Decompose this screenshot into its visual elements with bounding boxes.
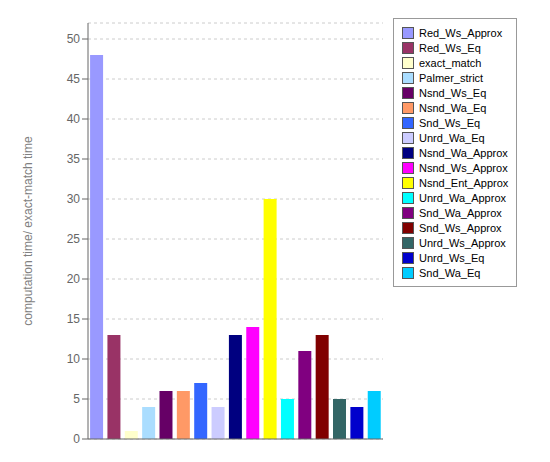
svg-text:25: 25 [67,232,81,246]
html-text:Nsnd_Ws_Eq: Nsnd_Ws_Eq [419,86,487,99]
svg-text:15: 15 [67,312,81,326]
html-text:Nsnd_Ent_Approx: Nsnd_Ent_Approx [419,176,509,189]
html-text:Unrd_Wa_Approx: Unrd_Wa_Approx [419,191,506,204]
svg-text:30: 30 [67,192,81,206]
html-text:Snd_Ws_Eq: Snd_Ws_Eq [419,116,481,129]
html-text:exact_match: exact_match [419,56,482,69]
svg-text:20: 20 [67,272,81,286]
svg-text:35: 35 [67,152,81,166]
html-text:Nsnd_Wa_Eq: Nsnd_Wa_Eq [419,101,487,114]
html-text:Unrd_Wa_Eq: Unrd_Wa_Eq [419,131,485,144]
html-text:Red_Ws_Eq: Red_Ws_Eq [419,41,481,54]
html-text:Snd_Wa_Eq: Snd_Wa_Eq [419,266,481,279]
svg-text:5: 5 [73,392,80,406]
html-text:Nsnd_Wa_Approx: Nsnd_Wa_Approx [419,146,508,159]
svg-text:10: 10 [67,352,81,366]
html-text:Snd_Ws_Approx: Snd_Ws_Approx [419,221,502,234]
html-text:Snd_Wa_Approx: Snd_Wa_Approx [419,206,502,219]
svg-text:40: 40 [67,112,81,126]
svg-text:45: 45 [67,72,81,86]
html-text:Nsnd_Ws_Approx: Nsnd_Ws_Approx [419,161,508,174]
html-text:Unrd_Ws_Eq: Unrd_Ws_Eq [419,251,485,264]
svg-text:computation time/ exact-match: computation time/ exact-match time [21,136,35,326]
html-text:Palmer_strict: Palmer_strict [419,71,484,84]
svg-text:0: 0 [73,432,80,446]
html-text:Red_Ws_Approx: Red_Ws_Approx [419,26,503,39]
svg-text:50: 50 [67,32,81,46]
html-text:Unrd_Ws_Approx: Unrd_Ws_Approx [419,236,506,249]
